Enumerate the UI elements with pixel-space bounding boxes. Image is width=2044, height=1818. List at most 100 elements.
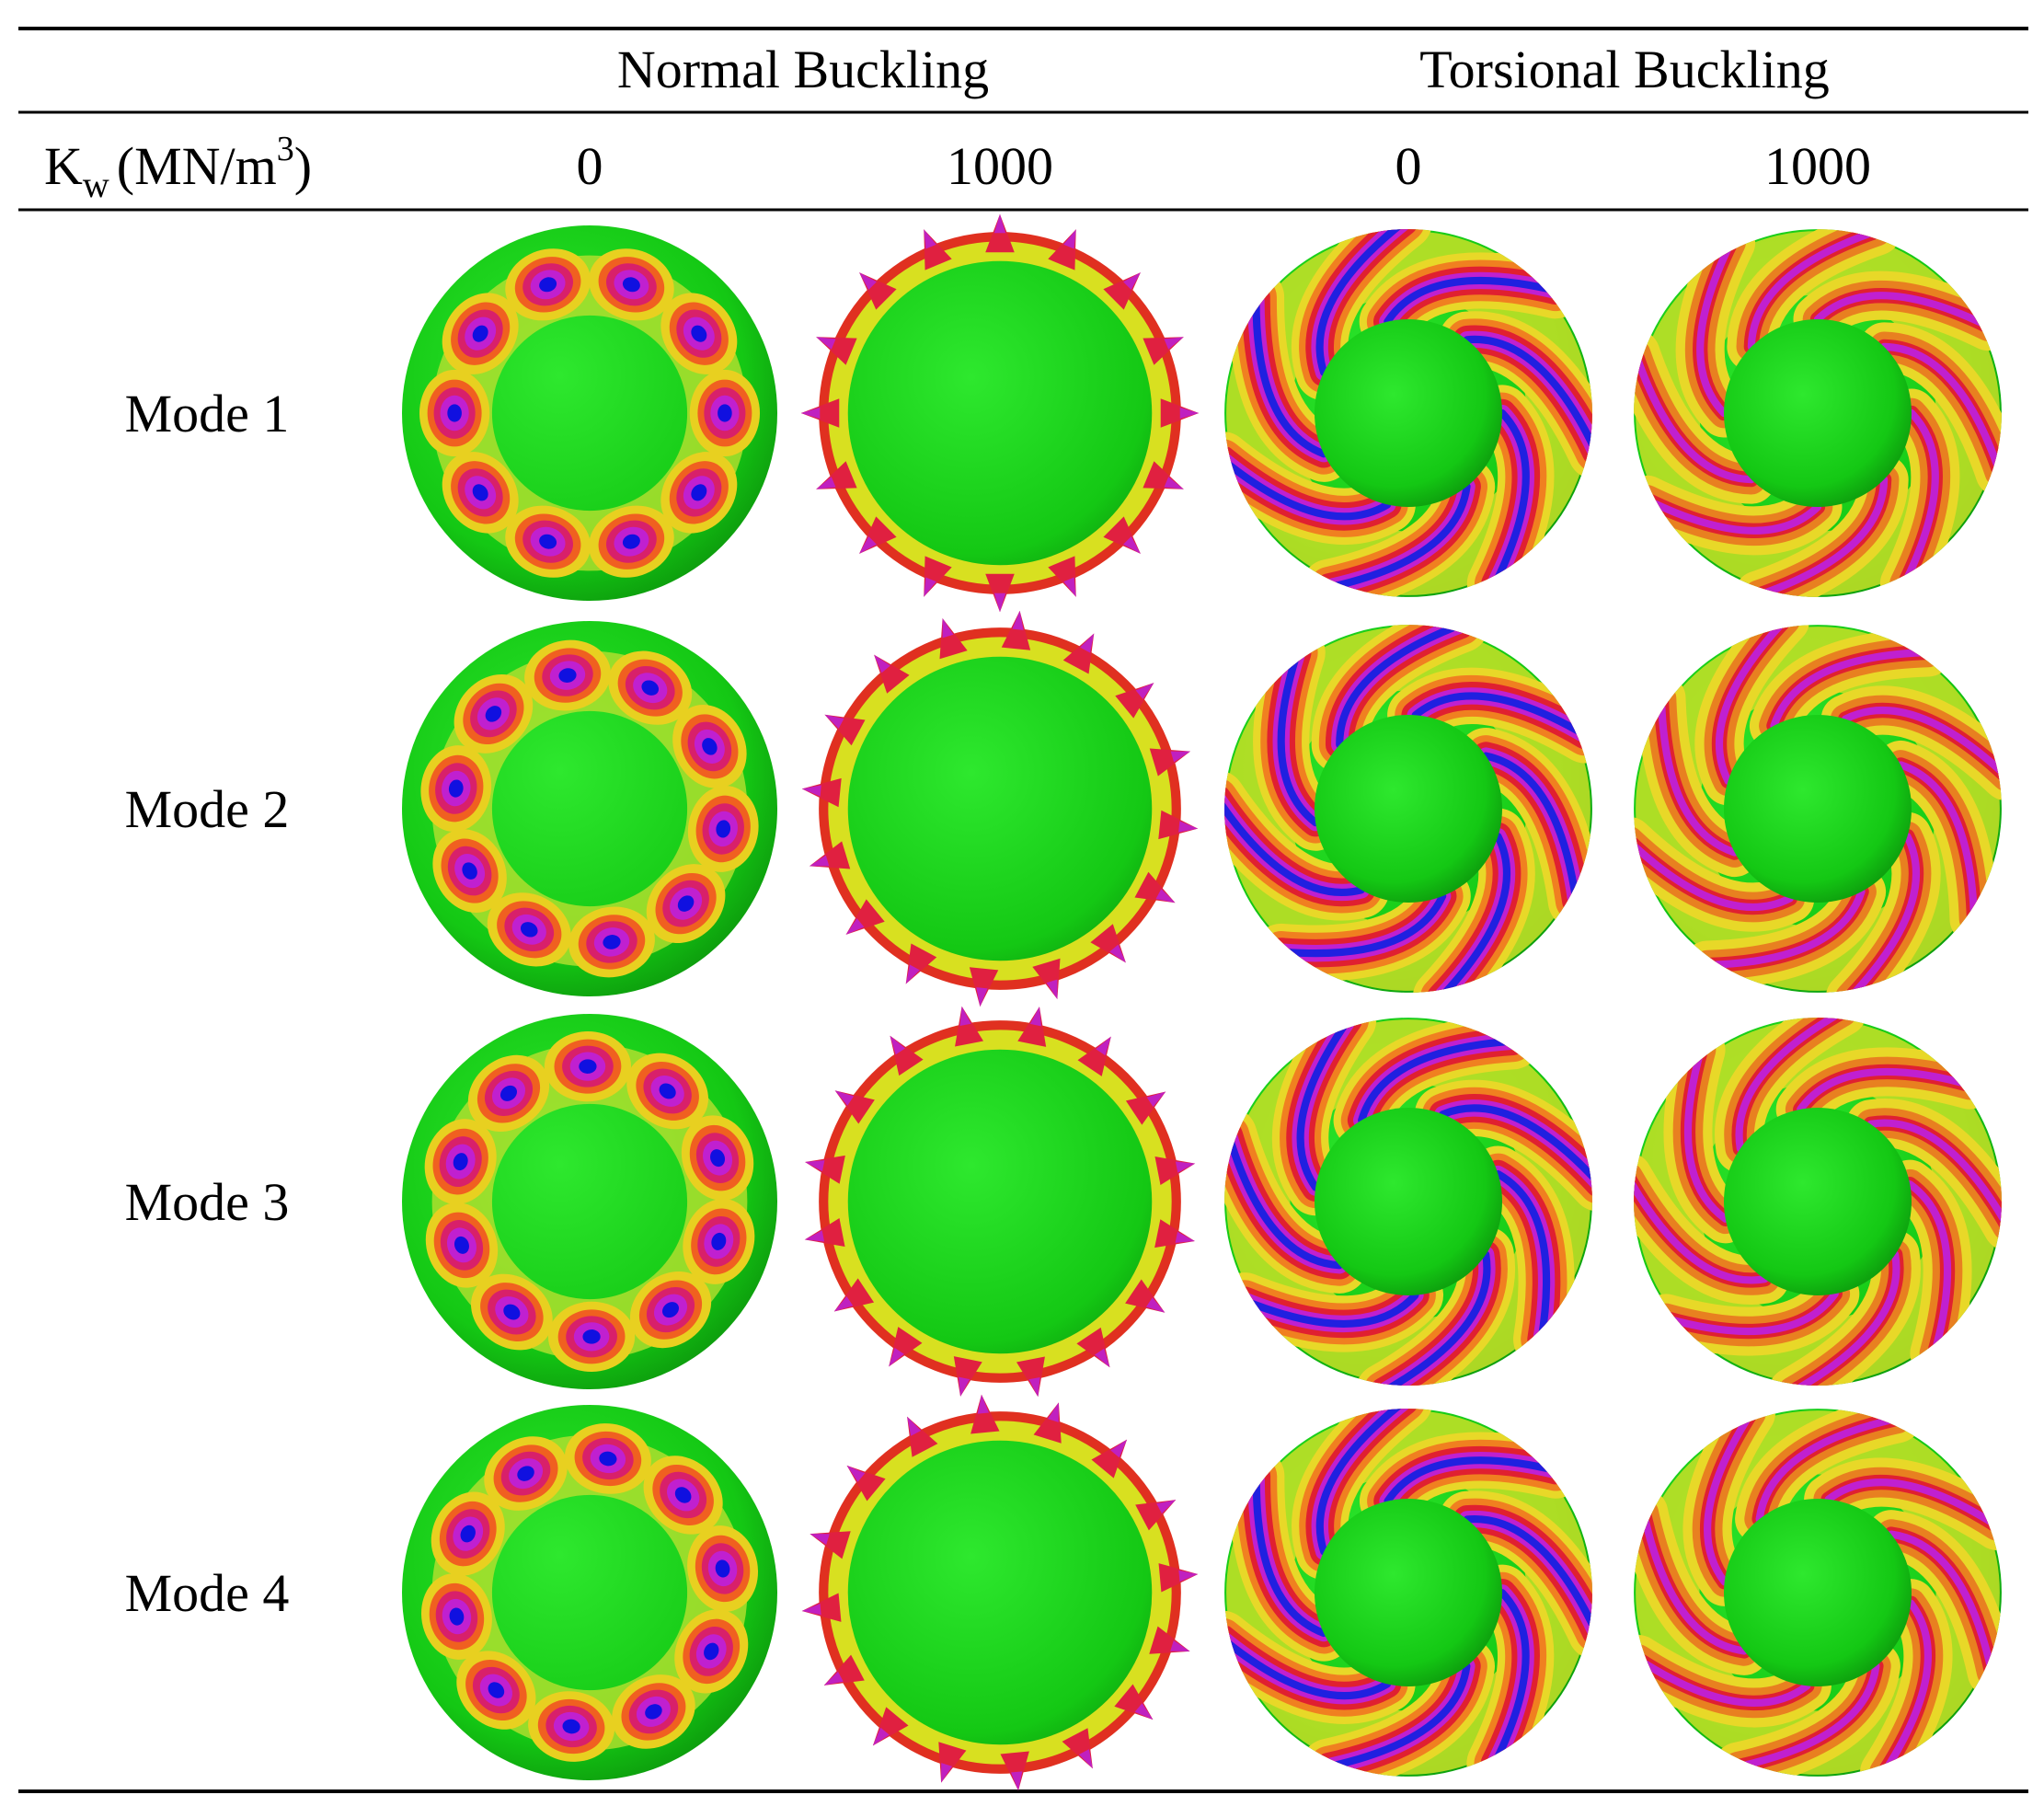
lobe bbox=[503, 1304, 521, 1320]
lobe bbox=[702, 738, 718, 755]
spike-tip bbox=[846, 1465, 866, 1482]
mode-shape bbox=[402, 225, 777, 601]
spiral-band bbox=[1906, 1180, 1952, 1357]
spike-tip bbox=[1028, 1376, 1040, 1398]
spiral-band bbox=[1634, 1173, 1769, 1284]
spike-tip bbox=[1063, 229, 1076, 249]
spike-tip bbox=[801, 785, 821, 797]
spiral-band bbox=[1897, 761, 1979, 924]
mode-shape bbox=[1634, 229, 2002, 597]
spiral bbox=[1634, 1018, 2002, 1386]
spike-tip bbox=[1145, 1297, 1166, 1313]
spike-tip bbox=[800, 407, 821, 420]
spike-tip bbox=[889, 1347, 904, 1367]
mode-shape bbox=[1224, 1409, 1592, 1777]
spike-tip bbox=[1134, 1703, 1154, 1720]
lobe bbox=[460, 1525, 476, 1543]
spiral-band bbox=[1639, 1509, 1749, 1655]
spike-tip bbox=[1046, 979, 1058, 1000]
spike-tip bbox=[834, 1090, 855, 1106]
spike-tip bbox=[941, 1763, 953, 1783]
spike bbox=[985, 573, 1015, 613]
lobe bbox=[691, 325, 707, 342]
spiral-band bbox=[1482, 752, 1580, 905]
lobe bbox=[454, 1236, 469, 1254]
column-header: 1000 bbox=[947, 136, 1053, 196]
spike-tip bbox=[1096, 1036, 1111, 1056]
lobe bbox=[674, 1487, 692, 1503]
spike-tip bbox=[1164, 337, 1184, 350]
spike-tip bbox=[890, 1035, 905, 1055]
core bbox=[1724, 715, 1912, 903]
spiral bbox=[1224, 1409, 1592, 1777]
spike bbox=[801, 777, 842, 808]
spiral-band bbox=[1634, 350, 1755, 484]
spiral-band bbox=[1900, 408, 1939, 588]
spike-tip bbox=[1123, 272, 1141, 290]
spiral-band bbox=[1315, 229, 1408, 376]
lobe bbox=[711, 1232, 727, 1250]
spike-tip bbox=[1063, 577, 1076, 597]
spike-tip bbox=[1135, 683, 1154, 699]
spiral-band bbox=[1704, 1409, 1755, 1586]
spiral bbox=[1224, 625, 1592, 993]
mode-shape bbox=[1634, 1018, 2002, 1386]
spiral-band bbox=[1384, 276, 1559, 326]
spiral-band bbox=[1866, 1119, 2002, 1230]
spike-tip bbox=[942, 617, 954, 639]
lobe bbox=[691, 484, 707, 501]
spiral-band bbox=[1437, 833, 1511, 993]
spiral-band bbox=[1715, 625, 1789, 785]
spike-tip bbox=[1029, 1007, 1041, 1027]
spiral-band bbox=[1696, 238, 1735, 418]
spike-tip bbox=[1012, 610, 1024, 630]
lobe bbox=[488, 1682, 505, 1698]
shell bbox=[820, 1412, 1180, 1773]
spiral-band bbox=[1657, 694, 1739, 857]
spike-tip bbox=[801, 1603, 821, 1616]
shell bbox=[820, 233, 1180, 593]
group-header: Normal Buckling bbox=[617, 40, 989, 99]
spike-tip bbox=[1170, 1640, 1190, 1651]
spike-tip bbox=[810, 1534, 830, 1546]
row-label: Mode 2 bbox=[125, 779, 290, 839]
spike-tip bbox=[977, 1394, 990, 1414]
band bbox=[821, 1414, 1178, 1771]
spike-tip bbox=[824, 714, 844, 729]
spike-tip bbox=[805, 1160, 825, 1172]
shell bbox=[820, 628, 1180, 989]
spike bbox=[985, 213, 1015, 253]
spike-tip bbox=[1155, 889, 1176, 903]
lobe bbox=[641, 680, 660, 696]
lobe bbox=[558, 668, 577, 683]
spike-tip bbox=[1175, 1231, 1195, 1243]
lobe bbox=[715, 1559, 730, 1578]
spiral-band bbox=[1887, 1530, 1996, 1676]
lobe bbox=[453, 1153, 468, 1171]
spike-tip bbox=[959, 1376, 970, 1397]
lobe bbox=[500, 1085, 518, 1101]
spiral-band bbox=[1683, 1046, 1729, 1223]
spike-tip bbox=[1010, 1771, 1023, 1791]
mode-shape bbox=[402, 1014, 777, 1389]
spike-tip bbox=[874, 654, 890, 673]
band bbox=[819, 1020, 1181, 1383]
lobe bbox=[539, 277, 557, 293]
lobe bbox=[582, 1329, 601, 1344]
lobe bbox=[472, 484, 488, 501]
lobe bbox=[447, 404, 462, 422]
spike-tip bbox=[1047, 1402, 1059, 1422]
spike-tip bbox=[859, 536, 877, 554]
spike-tip bbox=[816, 477, 836, 489]
spike-tip bbox=[1146, 1091, 1166, 1107]
group-header: Torsional Buckling bbox=[1419, 40, 1829, 99]
spike-tip bbox=[1123, 536, 1141, 554]
spike-tip bbox=[976, 987, 988, 1007]
mode-shape bbox=[1634, 1409, 2002, 1777]
mode-shape bbox=[1224, 1018, 1592, 1386]
column-header: 1000 bbox=[1764, 136, 1871, 196]
spike-tip bbox=[1164, 477, 1184, 489]
spiral-band bbox=[1770, 648, 1933, 730]
spike-tip bbox=[872, 1727, 890, 1746]
spike-tip bbox=[1178, 821, 1199, 833]
